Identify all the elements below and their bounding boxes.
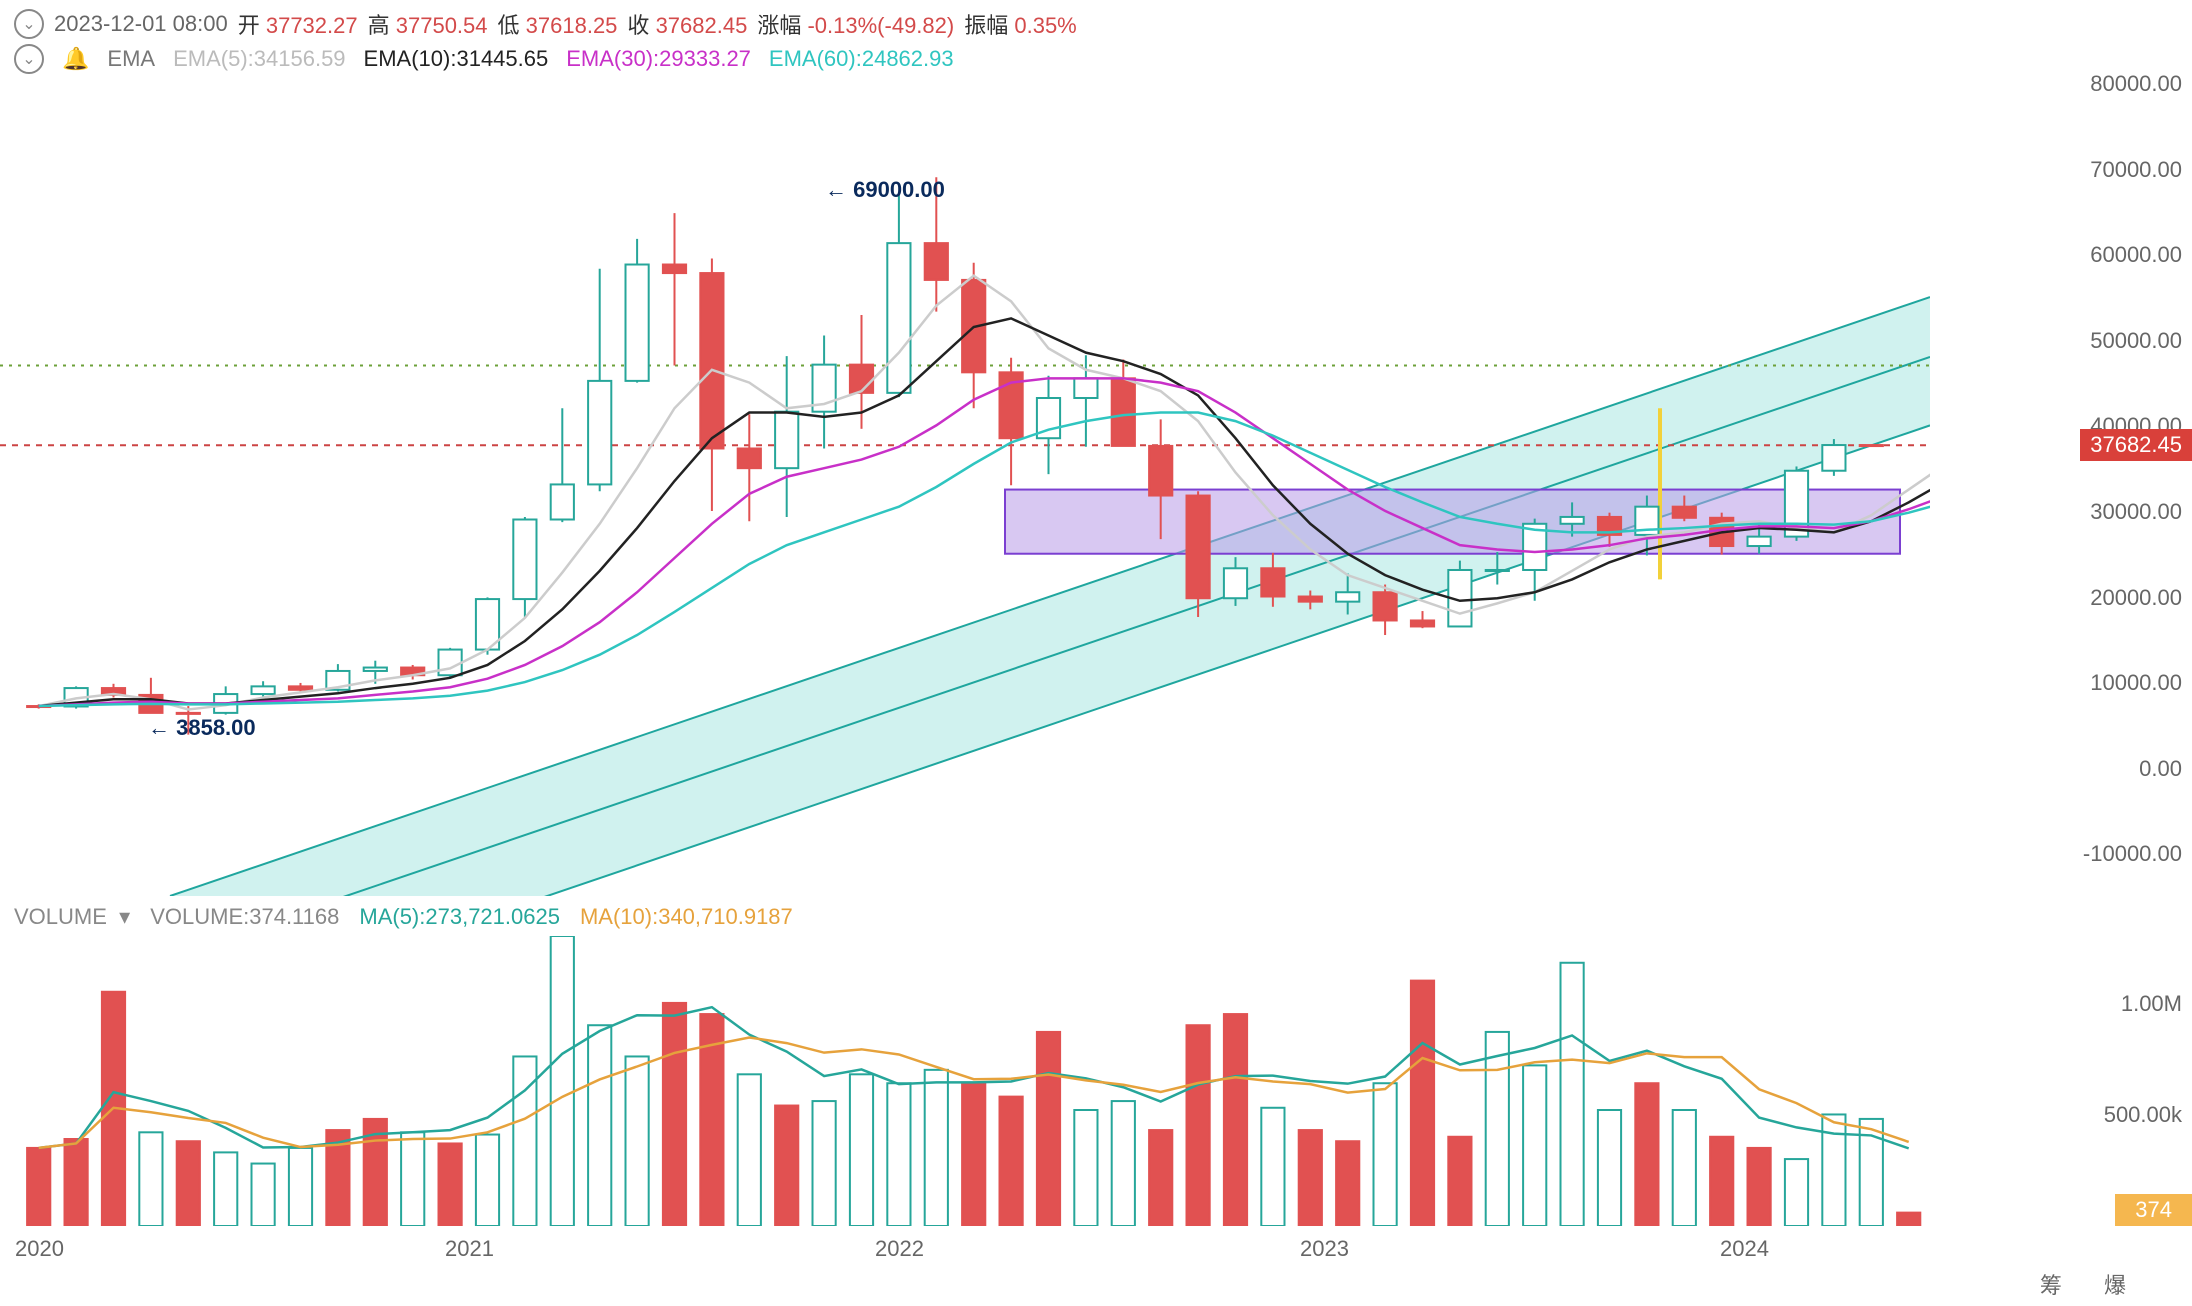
vol-ma10-value: 340,710.9187 <box>658 904 793 929</box>
price-tick: 70000.00 <box>2090 157 2182 183</box>
close-value: 37682.45 <box>656 13 748 38</box>
open-label: 开 <box>238 13 260 38</box>
date-tick: 2023 <box>1300 1236 1349 1262</box>
price-tick: -10000.00 <box>2083 841 2182 867</box>
price-tick: 80000.00 <box>2090 71 2182 97</box>
corner-label: 筹 爆 <box>2040 1268 2144 1300</box>
chevron-down-icon[interactable]: ⌄ <box>14 9 44 39</box>
volume-title: VOLUME <box>14 904 107 929</box>
price-tick: 60000.00 <box>2090 242 2182 268</box>
price-tick: 0.00 <box>2139 756 2182 782</box>
price-y-axis: 80000.0070000.0060000.0050000.0040000.00… <box>1930 66 2192 896</box>
price-tick: 50000.00 <box>2090 328 2182 354</box>
date-tick: 2021 <box>445 1236 494 1262</box>
low-label: 低 <box>498 13 520 38</box>
high-value: 37750.54 <box>396 13 488 38</box>
volume-tick: 1.00M <box>2121 991 2182 1017</box>
volume-header: VOLUME ▾ VOLUME:374.1168 MA(5):273,721.0… <box>14 904 793 930</box>
date-tick: 2022 <box>875 1236 924 1262</box>
amp-value: 0.35% <box>1014 13 1076 38</box>
price-tick: 10000.00 <box>2090 670 2182 696</box>
low-value: 37618.25 <box>526 13 618 38</box>
vol-label: VOLUME: <box>150 904 249 929</box>
date-tick: 2024 <box>1720 1236 1769 1262</box>
price-chart[interactable] <box>0 66 1930 896</box>
date-axis: 2020 2021 2022 2023 2024 <box>0 1230 1930 1270</box>
ohlc-header: ⌄ 2023-12-01 08:00 开 37732.27 高 37750.54… <box>14 8 1077 40</box>
chg-value: -0.13%(-49.82) <box>807 13 954 38</box>
volume-last-tag: 374 <box>2115 1194 2192 1226</box>
timestamp: 2023-12-01 08:00 <box>54 11 228 37</box>
high-label: 高 <box>368 13 390 38</box>
date-tick: 2020 <box>15 1236 64 1262</box>
amp-label: 振幅 <box>964 13 1008 38</box>
volume-chart[interactable] <box>0 936 1930 1226</box>
close-label: 收 <box>627 13 649 38</box>
vol-ma5-value: 273,721.0625 <box>425 904 560 929</box>
open-value: 37732.27 <box>266 13 358 38</box>
last-price-tag: 37682.45 <box>2080 429 2192 461</box>
volume-tick: 500.00k <box>2104 1102 2182 1128</box>
high-annotation: ← 69000.00 <box>825 177 945 203</box>
vol-ma5-label: MA(5): <box>359 904 425 929</box>
price-tick: 30000.00 <box>2090 499 2182 525</box>
low-annotation: ← 3858.00 <box>148 715 256 741</box>
vol-value: 374.1168 <box>249 904 339 929</box>
chg-label: 涨幅 <box>757 13 801 38</box>
price-tick: 20000.00 <box>2090 585 2182 611</box>
caret-down-icon[interactable]: ▾ <box>119 904 130 929</box>
vol-ma10-label: MA(10): <box>580 904 658 929</box>
